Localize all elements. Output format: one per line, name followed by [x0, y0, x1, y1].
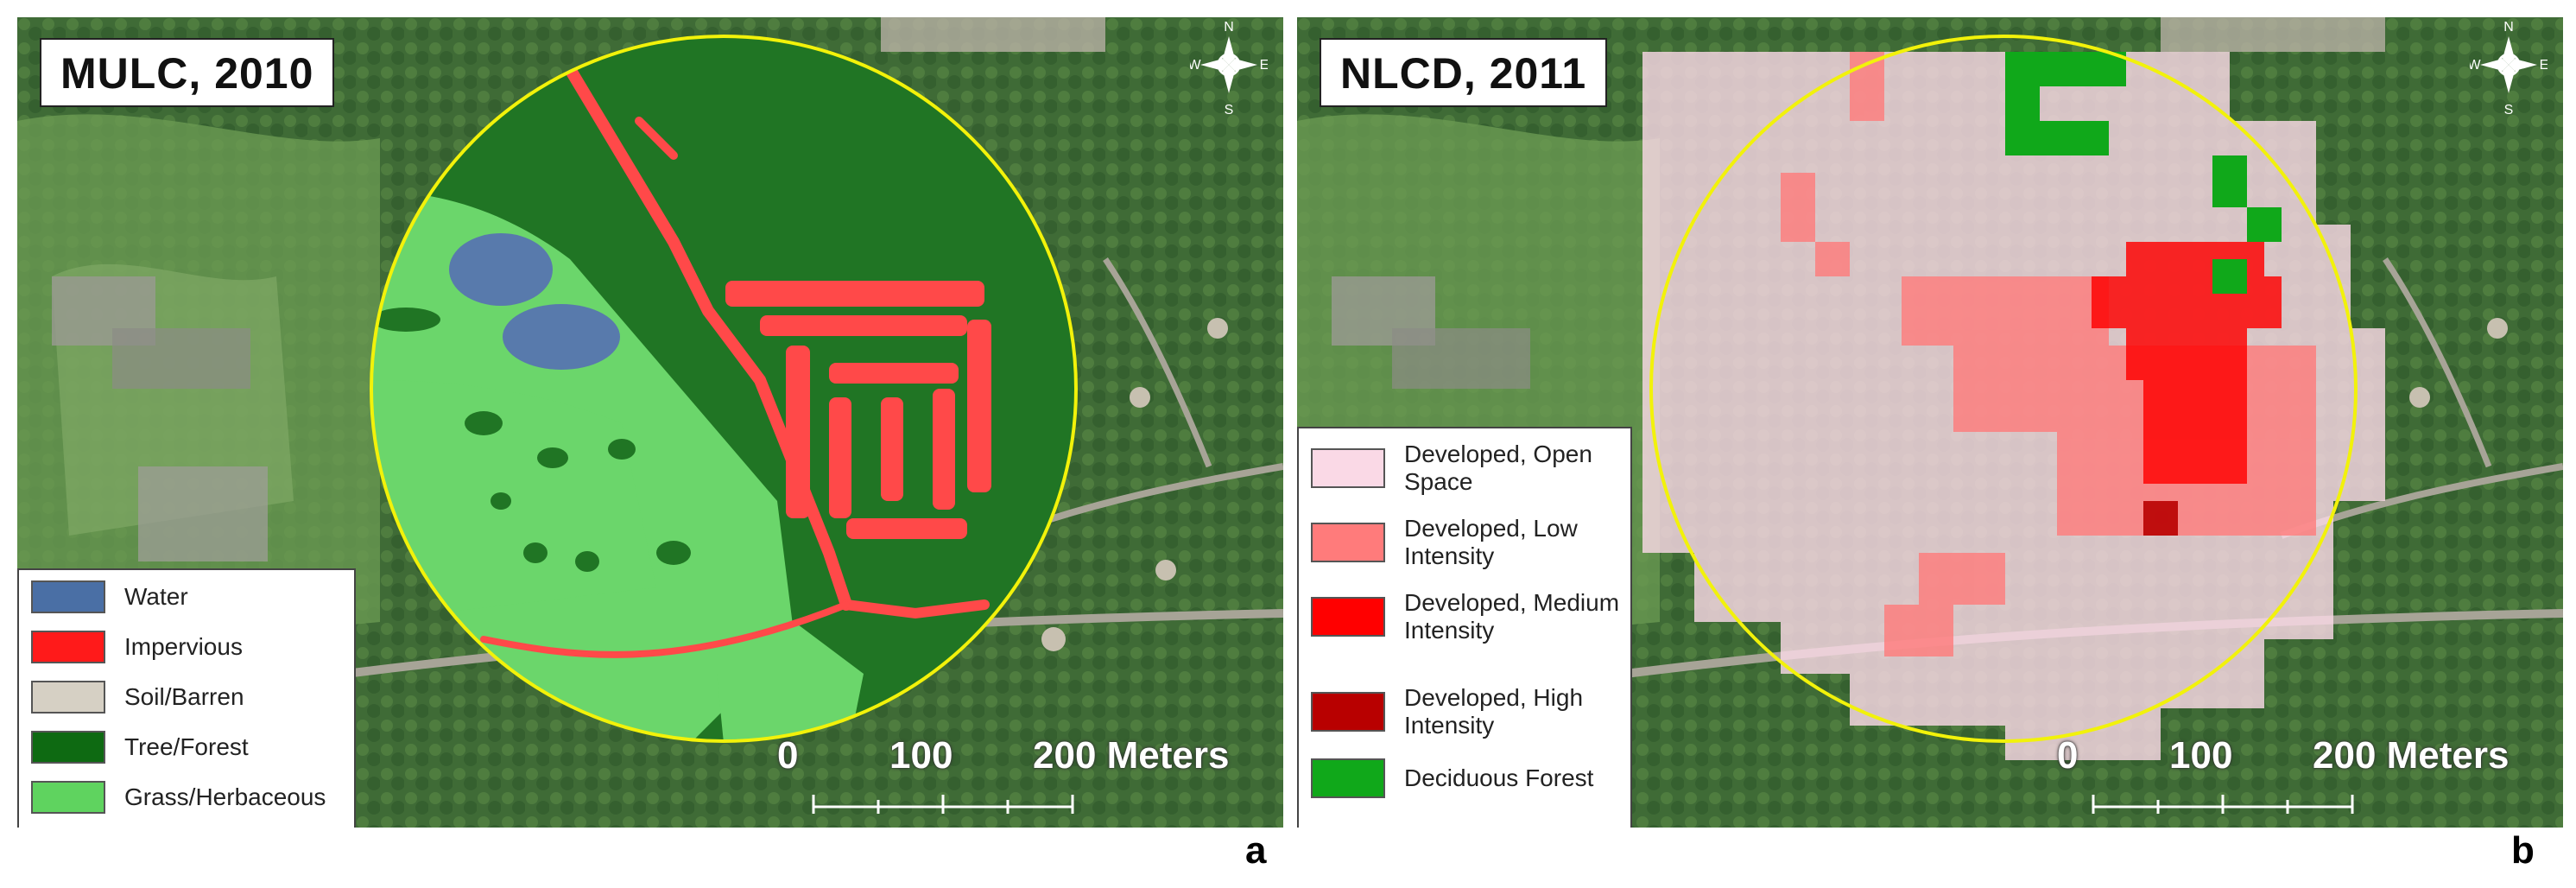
- compass-n: N: [1224, 20, 1234, 35]
- legend-swatch-low-intensity: [1311, 523, 1385, 563]
- legend-label: Deciduous Forest: [1404, 764, 1594, 791]
- legend-item: Developed, High Intensity: [1311, 684, 1620, 739]
- compass-n: N: [2503, 20, 2514, 35]
- scale-bar-b: 0 100 200 Meters: [2057, 734, 2509, 828]
- compass-w: W: [1190, 58, 1201, 73]
- legend-item: Grass/Herbaceous: [31, 781, 326, 814]
- map-title: MULC, 2010: [40, 38, 335, 107]
- legend-swatch-soil: [31, 681, 105, 714]
- legend-item: Water: [31, 580, 188, 613]
- scale-bar-a: 0 100 200 Meters: [777, 734, 1229, 828]
- scale-label-0: 0: [2057, 734, 2079, 777]
- scale-label-200: 200 Meters: [1033, 734, 1230, 777]
- legend-item: Impervious: [31, 631, 243, 663]
- legend-item: Developed, Medium Intensity: [1311, 589, 1620, 644]
- legend-label: Tree/Forest: [124, 733, 249, 760]
- legend-label: Developed, Open Space: [1404, 441, 1592, 496]
- legend-label: Developed, Low Intensity: [1404, 515, 1578, 570]
- legend-item: Soil/Barren: [31, 681, 244, 714]
- legend-label: Grass/Herbaceous: [124, 783, 326, 810]
- legend-item: Developed, Low Intensity: [1311, 515, 1620, 570]
- legend-label: Impervious: [124, 632, 243, 660]
- map-title: NLCD, 2011: [1320, 38, 1608, 107]
- compass-e: E: [2540, 58, 2548, 73]
- legend-label: Soil/Barren: [124, 682, 244, 710]
- legend-item: Tree/Forest: [31, 731, 249, 764]
- scale-label-100: 100: [2169, 734, 2233, 777]
- scale-label-100: 100: [889, 734, 953, 777]
- legend-b: Developed, Open Space Developed, Low Int…: [1297, 427, 1632, 828]
- study-area-circle: [370, 35, 1078, 743]
- legend-swatch-deciduous-forest: [1311, 758, 1385, 798]
- map-panel-mulc: MULC, 2010 N S W E Water Impervious Soil…: [17, 17, 1283, 828]
- compass-s: S: [1225, 103, 1234, 117]
- legend-label: Developed, Medium Intensity: [1404, 589, 1620, 644]
- satellite-imagery-b: [1297, 17, 2563, 828]
- legend-item: Deciduous Forest: [1311, 758, 1620, 798]
- study-area-circle: [1649, 35, 2358, 743]
- legend-item: Developed, Open Space: [1311, 441, 1620, 496]
- north-arrow-icon: N S W E: [2470, 17, 2548, 121]
- legend-swatch-high-intensity: [1311, 692, 1385, 733]
- legend-swatch-grass: [31, 781, 105, 814]
- scale-label-0: 0: [777, 734, 799, 777]
- scale-ticks: [2092, 795, 2354, 814]
- scale-label-200: 200 Meters: [2313, 734, 2510, 777]
- compass-e: E: [1260, 58, 1268, 73]
- classified-land-cover-a: [371, 36, 1076, 741]
- legend-a: Water Impervious Soil/Barren Tree/Forest…: [17, 568, 356, 828]
- legend-swatch-medium-intensity: [1311, 597, 1385, 637]
- legend-swatch-water: [31, 580, 105, 613]
- legend-label: Water: [124, 582, 188, 610]
- legend-swatch-open-space: [1311, 448, 1385, 489]
- compass-s: S: [2504, 103, 2514, 117]
- legend-label: Developed, High Intensity: [1404, 684, 1584, 739]
- satellite-imagery-a: [17, 17, 1283, 828]
- compass-w: W: [2470, 58, 2481, 73]
- nlcd-raster: [1642, 52, 2385, 760]
- map-panel-nlcd: NLCD, 2011 N S W E Developed, Open Space…: [1297, 17, 2563, 828]
- north-arrow-icon: N S W E: [1190, 17, 1268, 121]
- scale-ticks: [812, 795, 1074, 814]
- panel-letter-a: a: [1245, 829, 1267, 872]
- legend-swatch-tree: [31, 731, 105, 764]
- legend-swatch-impervious: [31, 631, 105, 663]
- panel-letter-b: b: [2511, 829, 2535, 872]
